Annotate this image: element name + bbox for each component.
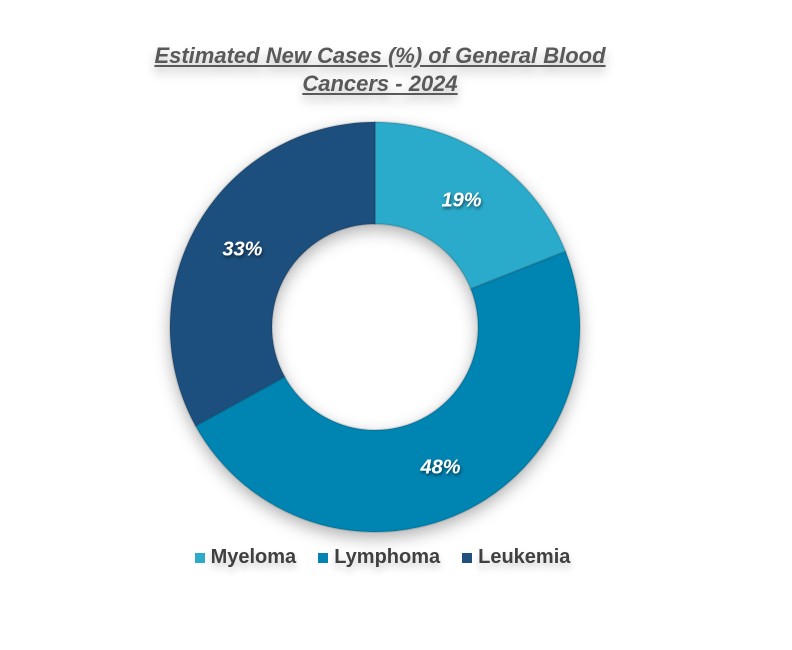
slice-leukemia (169, 120, 376, 428)
slice-lymphoma (193, 250, 581, 533)
slice-myeloma (374, 120, 567, 291)
legend: Myeloma Lymphoma Leukemia (0, 546, 765, 569)
legend-label-lymphoma: Lymphoma (334, 546, 441, 568)
data-label-myeloma: 19% (442, 190, 482, 212)
data-label-leukemia: 33% (222, 239, 262, 261)
legend-swatch-myeloma (194, 552, 205, 563)
data-label-lymphoma: 48% (420, 456, 461, 478)
legend-label-leukemia: Leukemia (478, 546, 571, 568)
legend-swatch-lymphoma (318, 552, 329, 563)
legend-item-lymphoma: Lymphoma (318, 546, 440, 569)
legend-label-myeloma: Myeloma (210, 546, 297, 568)
chart-title: Estimated New Cases (%) of General Blood… (154, 43, 606, 96)
legend-swatch-leukemia (462, 552, 473, 563)
legend-item-leukemia: Leukemia (462, 546, 570, 569)
legend-item-myeloma: Myeloma (194, 546, 297, 569)
